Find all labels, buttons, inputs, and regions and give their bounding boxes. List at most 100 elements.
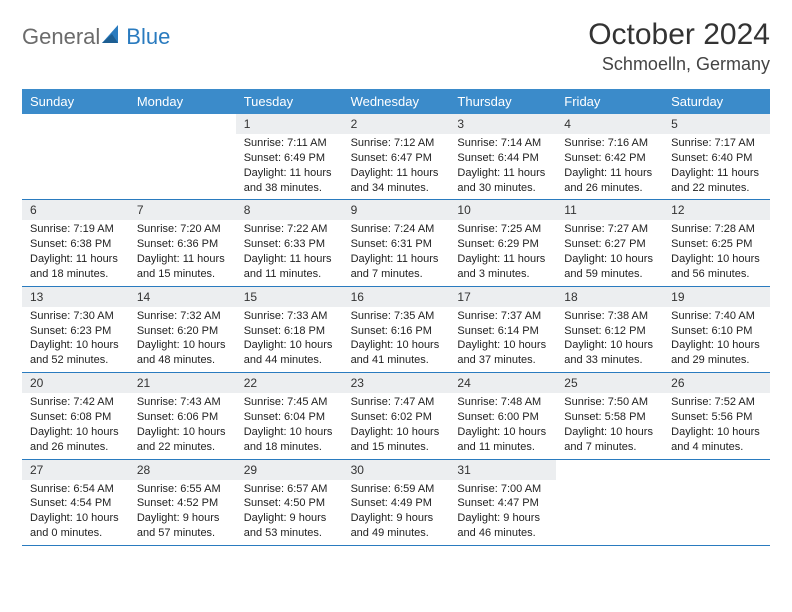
sunrise-line: Sunrise: 7:16 AM (564, 136, 655, 151)
sunset-line: Sunset: 6:25 PM (671, 237, 762, 252)
calendar-day-cell: 23Sunrise: 7:47 AMSunset: 6:02 PMDayligh… (343, 373, 450, 458)
calendar-day-cell: 2Sunrise: 7:12 AMSunset: 6:47 PMDaylight… (343, 114, 450, 199)
day-details: Sunrise: 7:48 AMSunset: 6:00 PMDaylight:… (449, 393, 556, 458)
calendar: SundayMondayTuesdayWednesdayThursdayFrid… (22, 89, 770, 546)
sunset-line: Sunset: 6:12 PM (564, 324, 655, 339)
logo: General Blue (22, 18, 170, 50)
sunset-line: Sunset: 6:08 PM (30, 410, 121, 425)
day-details: Sunrise: 7:00 AMSunset: 4:47 PMDaylight:… (449, 480, 556, 545)
day-details: Sunrise: 7:22 AMSunset: 6:33 PMDaylight:… (236, 220, 343, 285)
day-number: 7 (129, 200, 236, 220)
sunset-line: Sunset: 6:10 PM (671, 324, 762, 339)
sunset-line: Sunset: 4:52 PM (137, 496, 228, 511)
calendar-day-cell: 15Sunrise: 7:33 AMSunset: 6:18 PMDayligh… (236, 287, 343, 372)
location-label: Schmoelln, Germany (588, 54, 770, 75)
sunset-line: Sunset: 6:20 PM (137, 324, 228, 339)
calendar-day-cell: 25Sunrise: 7:50 AMSunset: 5:58 PMDayligh… (556, 373, 663, 458)
day-details: Sunrise: 7:33 AMSunset: 6:18 PMDaylight:… (236, 307, 343, 372)
day-details: Sunrise: 7:32 AMSunset: 6:20 PMDaylight:… (129, 307, 236, 372)
sunset-line: Sunset: 6:02 PM (351, 410, 442, 425)
calendar-day-cell: 4Sunrise: 7:16 AMSunset: 6:42 PMDaylight… (556, 114, 663, 199)
calendar-day-cell: 17Sunrise: 7:37 AMSunset: 6:14 PMDayligh… (449, 287, 556, 372)
day-details: Sunrise: 7:19 AMSunset: 6:38 PMDaylight:… (22, 220, 129, 285)
calendar-day-cell: 14Sunrise: 7:32 AMSunset: 6:20 PMDayligh… (129, 287, 236, 372)
weekday-header: Saturday (663, 89, 770, 114)
day-number: 9 (343, 200, 450, 220)
daylight-line: Daylight: 10 hours and 56 minutes. (671, 252, 762, 282)
sunrise-line: Sunrise: 7:37 AM (457, 309, 548, 324)
day-details: Sunrise: 7:24 AMSunset: 6:31 PMDaylight:… (343, 220, 450, 285)
day-details: Sunrise: 6:55 AMSunset: 4:52 PMDaylight:… (129, 480, 236, 545)
calendar-day-cell: 12Sunrise: 7:28 AMSunset: 6:25 PMDayligh… (663, 200, 770, 285)
day-details: Sunrise: 7:20 AMSunset: 6:36 PMDaylight:… (129, 220, 236, 285)
daylight-line: Daylight: 10 hours and 22 minutes. (137, 425, 228, 455)
daylight-line: Daylight: 10 hours and 7 minutes. (564, 425, 655, 455)
calendar-day-cell: 24Sunrise: 7:48 AMSunset: 6:00 PMDayligh… (449, 373, 556, 458)
sunset-line: Sunset: 5:56 PM (671, 410, 762, 425)
daylight-line: Daylight: 11 hours and 7 minutes. (351, 252, 442, 282)
sunset-line: Sunset: 6:23 PM (30, 324, 121, 339)
calendar-day-cell: 19Sunrise: 7:40 AMSunset: 6:10 PMDayligh… (663, 287, 770, 372)
calendar-day-cell: 28Sunrise: 6:55 AMSunset: 4:52 PMDayligh… (129, 460, 236, 545)
daylight-line: Daylight: 11 hours and 11 minutes. (244, 252, 335, 282)
calendar-day-cell: 3Sunrise: 7:14 AMSunset: 6:44 PMDaylight… (449, 114, 556, 199)
sunrise-line: Sunrise: 7:24 AM (351, 222, 442, 237)
calendar-day-cell: 6Sunrise: 7:19 AMSunset: 6:38 PMDaylight… (22, 200, 129, 285)
daylight-line: Daylight: 10 hours and 59 minutes. (564, 252, 655, 282)
daylight-line: Daylight: 10 hours and 44 minutes. (244, 338, 335, 368)
day-details: Sunrise: 7:30 AMSunset: 6:23 PMDaylight:… (22, 307, 129, 372)
day-number: 11 (556, 200, 663, 220)
day-number: 28 (129, 460, 236, 480)
sunset-line: Sunset: 6:49 PM (244, 151, 335, 166)
header: General Blue October 2024 Schmoelln, Ger… (22, 18, 770, 75)
calendar-day-cell (556, 460, 663, 545)
sunrise-line: Sunrise: 7:40 AM (671, 309, 762, 324)
sunset-line: Sunset: 6:42 PM (564, 151, 655, 166)
sunrise-line: Sunrise: 7:38 AM (564, 309, 655, 324)
daylight-line: Daylight: 10 hours and 11 minutes. (457, 425, 548, 455)
calendar-day-cell (22, 114, 129, 199)
sunset-line: Sunset: 5:58 PM (564, 410, 655, 425)
sunset-line: Sunset: 6:31 PM (351, 237, 442, 252)
daylight-line: Daylight: 10 hours and 37 minutes. (457, 338, 548, 368)
day-number: 6 (22, 200, 129, 220)
sunrise-line: Sunrise: 7:50 AM (564, 395, 655, 410)
sunrise-line: Sunrise: 6:59 AM (351, 482, 442, 497)
daylight-line: Daylight: 10 hours and 26 minutes. (30, 425, 121, 455)
sunset-line: Sunset: 4:54 PM (30, 496, 121, 511)
day-details: Sunrise: 6:54 AMSunset: 4:54 PMDaylight:… (22, 480, 129, 545)
daylight-line: Daylight: 9 hours and 57 minutes. (137, 511, 228, 541)
day-details: Sunrise: 7:40 AMSunset: 6:10 PMDaylight:… (663, 307, 770, 372)
sunrise-line: Sunrise: 6:55 AM (137, 482, 228, 497)
sunrise-line: Sunrise: 7:45 AM (244, 395, 335, 410)
day-number: 2 (343, 114, 450, 134)
sunrise-line: Sunrise: 7:30 AM (30, 309, 121, 324)
day-details: Sunrise: 7:45 AMSunset: 6:04 PMDaylight:… (236, 393, 343, 458)
day-details: Sunrise: 7:27 AMSunset: 6:27 PMDaylight:… (556, 220, 663, 285)
weekday-header: Tuesday (236, 89, 343, 114)
daylight-line: Daylight: 10 hours and 33 minutes. (564, 338, 655, 368)
sunrise-line: Sunrise: 7:11 AM (244, 136, 335, 151)
daylight-line: Daylight: 10 hours and 29 minutes. (671, 338, 762, 368)
day-details: Sunrise: 7:47 AMSunset: 6:02 PMDaylight:… (343, 393, 450, 458)
weekday-header: Wednesday (343, 89, 450, 114)
sunset-line: Sunset: 6:40 PM (671, 151, 762, 166)
sunset-line: Sunset: 6:06 PM (137, 410, 228, 425)
sunset-line: Sunset: 6:16 PM (351, 324, 442, 339)
day-number: 14 (129, 287, 236, 307)
calendar-day-cell: 27Sunrise: 6:54 AMSunset: 4:54 PMDayligh… (22, 460, 129, 545)
day-details: Sunrise: 7:16 AMSunset: 6:42 PMDaylight:… (556, 134, 663, 199)
day-details: Sunrise: 7:14 AMSunset: 6:44 PMDaylight:… (449, 134, 556, 199)
sunset-line: Sunset: 4:47 PM (457, 496, 548, 511)
day-number: 31 (449, 460, 556, 480)
calendar-day-cell: 5Sunrise: 7:17 AMSunset: 6:40 PMDaylight… (663, 114, 770, 199)
logo-sail-icon (100, 23, 124, 50)
logo-word-blue: Blue (126, 24, 170, 50)
day-details: Sunrise: 7:25 AMSunset: 6:29 PMDaylight:… (449, 220, 556, 285)
calendar-day-cell: 31Sunrise: 7:00 AMSunset: 4:47 PMDayligh… (449, 460, 556, 545)
daylight-line: Daylight: 9 hours and 53 minutes. (244, 511, 335, 541)
weekday-header: Monday (129, 89, 236, 114)
day-number: 1 (236, 114, 343, 134)
day-number: 23 (343, 373, 450, 393)
sunset-line: Sunset: 6:14 PM (457, 324, 548, 339)
